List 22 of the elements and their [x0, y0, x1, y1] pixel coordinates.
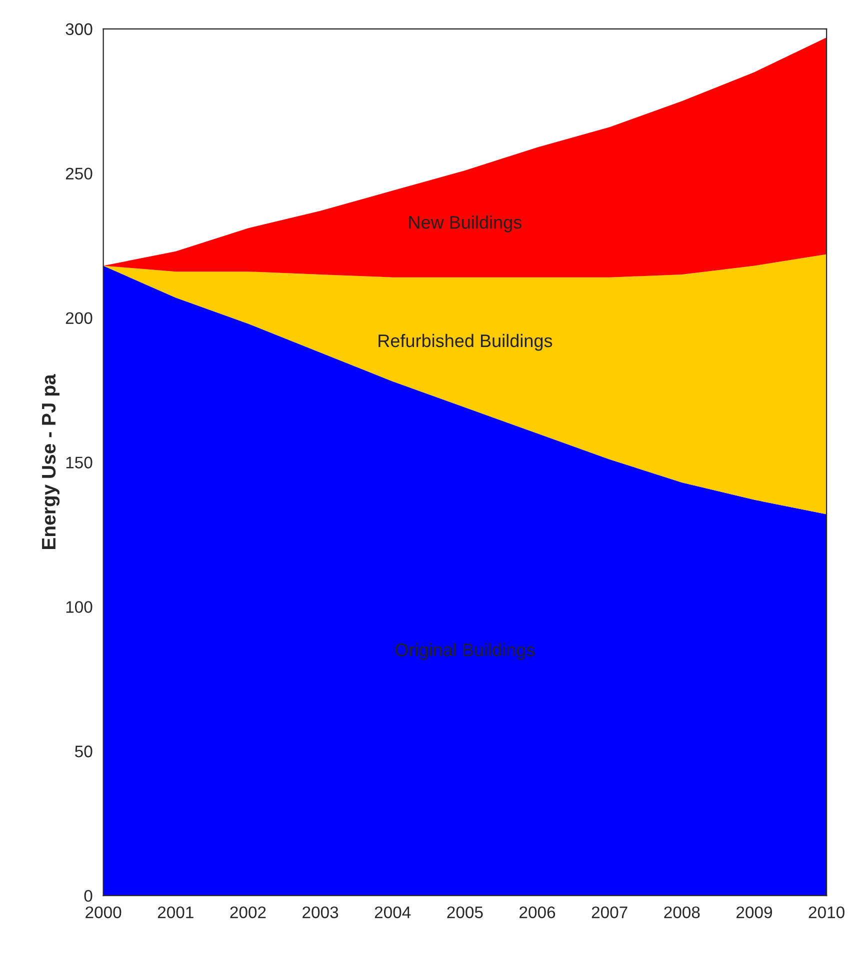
x-tick-label: 2005 [447, 906, 483, 918]
series-label: Original Buildings [396, 643, 535, 660]
x-tick-label: 2010 [808, 906, 844, 918]
y-axis-title: Energy Use - PJ pa [42, 374, 60, 550]
x-tick-label: 2003 [302, 906, 338, 918]
x-tick-label: 2000 [86, 906, 122, 918]
x-tick-label: 2002 [230, 906, 266, 918]
series-label: Refurbished Buildings [378, 334, 552, 351]
y-tick-label: 100 [66, 601, 92, 613]
x-tick-label: 2004 [374, 906, 411, 918]
y-tick-label: 150 [66, 456, 92, 468]
x-tick-label: 2008 [664, 906, 700, 918]
x-tick-label: 2009 [736, 906, 772, 918]
y-tick-label: 200 [66, 312, 92, 324]
x-tick-label: 2006 [520, 906, 556, 918]
y-tick-label: 250 [66, 168, 92, 180]
x-tick-label: 2001 [158, 906, 194, 918]
series-label: New Buildings [409, 215, 522, 232]
y-tick-label: 50 [75, 746, 92, 758]
y-tick-label: 300 [66, 23, 92, 36]
x-tick-label: 2007 [592, 906, 628, 918]
y-tick-label: 0 [84, 890, 92, 902]
